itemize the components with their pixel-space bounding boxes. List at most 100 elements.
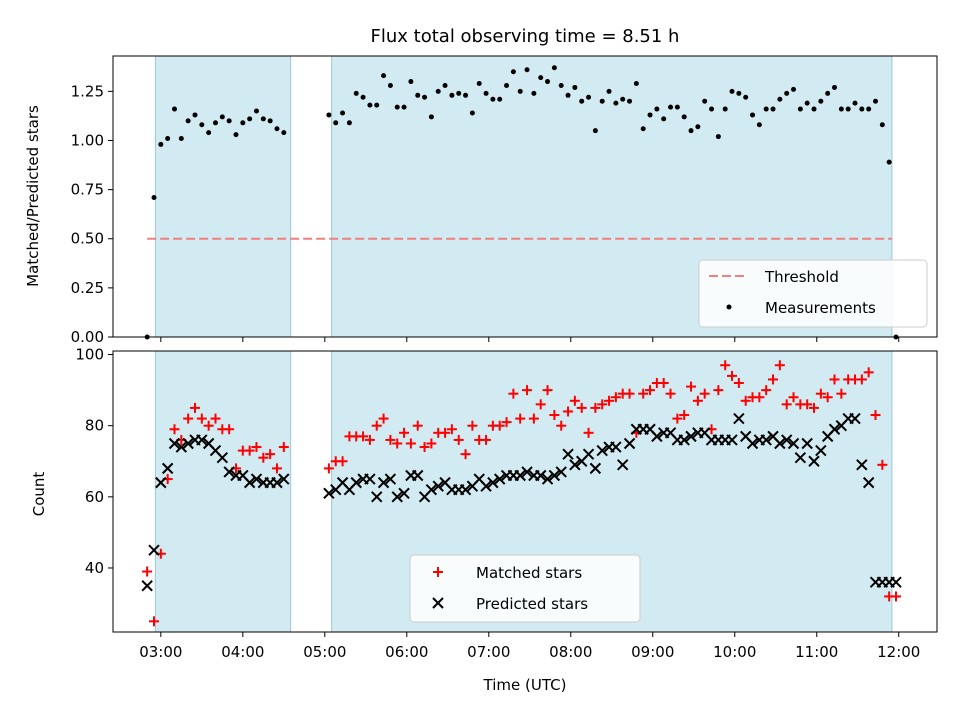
measurement-point: [381, 73, 387, 79]
measurement-point: [784, 90, 790, 96]
measurement-point: [401, 104, 407, 110]
top-x-ticks: [160, 337, 900, 342]
bottom-legend: Matched stars Predicted stars: [409, 554, 641, 623]
measurement-point: [715, 134, 721, 140]
matched-stars-point: [590, 402, 601, 413]
predicted-stars-point: [364, 473, 376, 485]
predicted-stars-point: [589, 462, 602, 475]
measurement-point: [620, 96, 626, 102]
matched-stars-point: [563, 406, 574, 417]
matched-stars-point: [169, 424, 180, 435]
bottom-y-axis-label: Count: [30, 472, 48, 517]
matched-stars-point: [686, 381, 697, 392]
predicted-stars-point: [243, 476, 256, 489]
measurement-point: [866, 106, 872, 112]
bottom-panel: 40 60 80 100 03:00 04:00 05:00 06:00 07:00 08:00…: [30, 346, 938, 694]
measurement-point: [654, 106, 660, 112]
matched-stars-series: [142, 360, 902, 627]
matched-stars-legend-swatch: [433, 567, 443, 577]
bottom-y-tick-label: 80: [85, 417, 104, 435]
measurement-point: [879, 122, 885, 128]
predicted-stars-point: [459, 484, 472, 496]
matched-stars-point: [460, 449, 471, 460]
matched-stars-point: [761, 385, 772, 396]
matched-stars-point: [142, 566, 153, 577]
bottom-y-tick-label: 40: [85, 559, 104, 577]
predicted-stars-point: [412, 469, 424, 482]
matched-stars-point: [665, 388, 676, 399]
top-shaded-region: [154, 55, 292, 338]
predicted-stars-point: [794, 452, 807, 464]
measurement-point: [702, 98, 708, 104]
matched-stars-point: [781, 399, 792, 410]
measurements-legend-swatch: [726, 304, 732, 310]
predicted-stars-point: [596, 444, 608, 457]
measurement-point: [219, 114, 225, 120]
matched-stars-point: [556, 420, 567, 431]
measurement-point: [640, 126, 646, 132]
measurement-point: [192, 112, 198, 118]
measurement-point: [333, 120, 339, 126]
predicted-stars-point: [161, 462, 174, 475]
top-y-tick-label: 0.00: [71, 328, 104, 346]
matched-stars-point: [148, 616, 159, 627]
chart-title: Flux total observing time = 8.51 h: [371, 26, 680, 47]
predicted-stars-point: [175, 441, 188, 453]
measurement-point: [613, 100, 619, 106]
measurement-point: [463, 92, 469, 98]
predicted-stars-legend-label: Predicted stars: [476, 595, 588, 613]
predicted-stars-legend-swatch: [432, 597, 444, 609]
measurement-point: [743, 94, 749, 100]
x-tick-label: 11:00: [795, 643, 838, 661]
matched-stars-point: [597, 399, 608, 410]
predicted-stars-point: [398, 487, 410, 499]
measurement-point: [811, 106, 817, 112]
measurement-point: [247, 116, 253, 122]
measurement-point: [206, 130, 212, 136]
predicted-stars-point: [541, 473, 554, 485]
predicted-stars-point: [562, 448, 574, 460]
matched-stars-point: [412, 420, 423, 431]
measurement-point: [668, 104, 674, 110]
predicted-stars-point: [384, 473, 397, 485]
measurement-point: [387, 82, 393, 88]
measurement-point: [469, 110, 475, 116]
predicted-stars-point: [623, 437, 636, 450]
measurement-point: [770, 106, 776, 112]
measurement-point: [374, 102, 380, 108]
matched-stars-point: [610, 392, 621, 403]
matched-stars-point: [508, 388, 519, 399]
matched-stars-point: [392, 438, 403, 449]
measurement-point: [524, 67, 530, 73]
threshold-legend-label: Threshold: [764, 268, 839, 286]
matched-stars-point: [877, 459, 888, 470]
matched-stars-point: [699, 388, 710, 399]
top-plot-frame: [112, 55, 938, 338]
measurement-point: [326, 112, 332, 118]
measurement-point: [151, 194, 157, 200]
predicted-stars-point: [678, 434, 690, 446]
predicted-stars-point: [685, 430, 697, 443]
measurement-point: [165, 136, 171, 142]
measurement-point: [558, 82, 564, 88]
matched-stars-point: [399, 427, 410, 438]
bottom-shaded-region: [154, 350, 292, 633]
predicted-stars-point: [148, 544, 160, 556]
top-y-tick-label: 0.75: [71, 181, 104, 199]
measurement-point: [428, 114, 434, 120]
top-y-tick-label: 1.00: [71, 131, 104, 149]
measurement-point: [797, 106, 803, 112]
measurement-point: [750, 112, 756, 118]
x-axis-label: Time (UTC): [483, 676, 567, 694]
predicted-stars-point: [196, 434, 208, 446]
matched-stars-point: [754, 392, 765, 403]
predicted-stars-point: [726, 434, 738, 446]
predicted-stars-point: [168, 437, 181, 450]
measurement-point: [226, 118, 232, 124]
measurement-point: [253, 108, 259, 114]
measurement-point: [845, 106, 851, 112]
predicted-stars-point: [890, 576, 902, 588]
measurement-point: [852, 100, 858, 106]
matched-stars-point: [265, 449, 276, 460]
